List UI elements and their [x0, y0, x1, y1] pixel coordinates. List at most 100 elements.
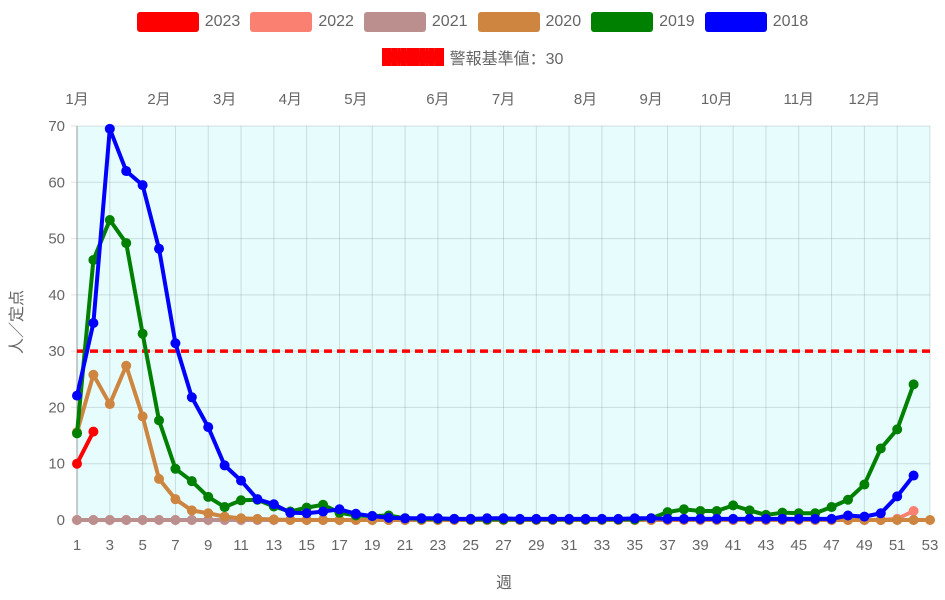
- data-point-2018: [793, 513, 804, 524]
- data-point-2021: [104, 515, 115, 525]
- month-label: 8月: [574, 91, 597, 108]
- data-point-2018: [596, 513, 607, 524]
- legend-item-2022[interactable]: 2022: [250, 12, 354, 32]
- data-point-2019: [711, 505, 722, 516]
- x-tick-label: 53: [922, 537, 939, 554]
- data-point-2018: [842, 510, 853, 521]
- month-label: 12月: [849, 91, 881, 108]
- data-point-2018: [318, 506, 329, 517]
- data-point-2018: [580, 513, 591, 524]
- legend-item-threshold[interactable]: 警報基準値：30: [381, 45, 564, 69]
- data-point-2018: [810, 513, 821, 524]
- series-line-2018: [75, 126, 916, 521]
- legend-swatch-dashed: [381, 48, 444, 66]
- data-point-2019: [875, 443, 886, 454]
- data-point-2018: [695, 513, 706, 524]
- month-label: 2月: [147, 91, 170, 108]
- data-point-2018: [498, 513, 509, 524]
- x-tick-label: 9: [204, 537, 212, 554]
- legend-item-2018[interactable]: 2018: [704, 12, 808, 32]
- x-tick-label: 17: [331, 537, 348, 554]
- data-point-2019: [236, 495, 247, 506]
- x-tick-label: 5: [138, 537, 146, 554]
- data-point-2020: [925, 515, 935, 525]
- data-point-2019: [104, 214, 115, 225]
- data-point-2018: [383, 512, 394, 523]
- legend-item-2020[interactable]: 2020: [477, 12, 582, 32]
- data-point-2018: [236, 475, 247, 486]
- data-point-2019: [219, 502, 230, 513]
- data-point-2019: [695, 505, 706, 516]
- data-point-2020: [104, 399, 115, 410]
- data-point-2020: [186, 505, 197, 516]
- x-tick-label: 29: [528, 537, 545, 554]
- data-point-2018: [268, 499, 279, 510]
- y-tick-label: 60: [48, 174, 65, 191]
- data-point-2018: [104, 123, 115, 134]
- data-point-2021: [186, 515, 197, 525]
- month-label: 4月: [279, 91, 302, 108]
- data-point-2019: [137, 328, 148, 339]
- x-tick-label: 11: [233, 537, 249, 554]
- data-point-2018: [137, 180, 148, 191]
- data-point-2020: [154, 473, 165, 484]
- y-tick-label: 0: [57, 512, 65, 529]
- data-point-2018: [514, 513, 525, 524]
- data-point-2021: [154, 515, 165, 525]
- legend-swatch: [477, 12, 540, 32]
- data-point-2019: [72, 428, 82, 439]
- legend-label: 2023: [204, 13, 241, 30]
- data-point-2018: [629, 513, 640, 524]
- data-point-2019: [203, 491, 214, 502]
- legend-swatch: [591, 12, 654, 32]
- data-point-2020: [236, 513, 247, 524]
- data-point-2019: [728, 500, 739, 511]
- y-tick-label: 50: [48, 231, 65, 248]
- data-point-2020: [318, 515, 329, 525]
- x-tick-label: 15: [298, 537, 315, 554]
- y-axis-title: 人／定点: [8, 290, 26, 354]
- data-point-2020: [892, 515, 903, 525]
- x-tick-label: 1: [73, 537, 81, 554]
- x-tick-label: 31: [561, 537, 578, 554]
- data-point-2018: [826, 513, 837, 524]
- data-point-2018: [564, 513, 575, 524]
- data-point-2020: [170, 494, 181, 505]
- x-tick-label: 21: [397, 537, 414, 554]
- data-point-2018: [760, 513, 771, 524]
- data-point-2020: [252, 513, 263, 524]
- legend-label: 2020: [545, 13, 582, 30]
- x-tick-label: 41: [725, 537, 742, 554]
- data-point-2018: [547, 513, 558, 524]
- data-point-2020: [219, 511, 230, 522]
- data-point-2019: [908, 379, 919, 390]
- x-tick-label: 35: [626, 537, 643, 554]
- data-point-2019: [121, 238, 132, 249]
- x-tick-label: 43: [758, 537, 775, 554]
- legend-label: 2019: [659, 13, 695, 30]
- legend-swatch: [704, 12, 767, 32]
- legend-item-2019[interactable]: 2019: [591, 12, 695, 32]
- x-tick-label: 33: [594, 537, 611, 554]
- legend-item-2023[interactable]: 2023: [136, 12, 241, 32]
- x-tick-label: 27: [495, 537, 512, 554]
- data-point-2018: [728, 513, 739, 524]
- data-point-2020: [137, 411, 148, 422]
- data-point-2019: [154, 415, 165, 426]
- data-point-2019: [826, 502, 837, 513]
- legend-item-2021[interactable]: 2021: [363, 12, 468, 32]
- data-point-2019: [744, 505, 755, 516]
- data-point-2021: [72, 515, 82, 525]
- month-label: 7月: [492, 91, 515, 108]
- data-point-2018: [170, 338, 181, 349]
- x-tick-label: 3: [106, 537, 114, 554]
- legend-swatch: [136, 12, 199, 32]
- data-point-2018: [186, 392, 197, 403]
- legend: 2023 2022 2021 2020 2019 2018: [0, 12, 945, 32]
- x-tick-label: 39: [692, 537, 709, 554]
- legend-label: 警報基準値：30: [449, 51, 564, 68]
- legend-swatch: [250, 12, 313, 32]
- data-point-2018: [350, 508, 361, 519]
- data-point-2019: [186, 476, 197, 487]
